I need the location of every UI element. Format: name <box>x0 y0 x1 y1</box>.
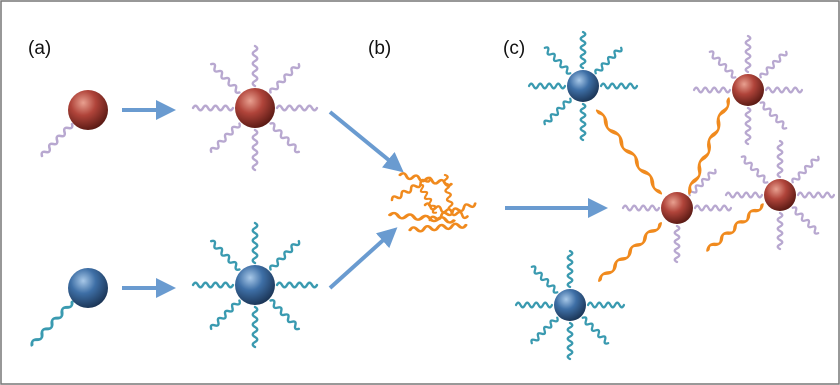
particle <box>554 289 586 321</box>
particle <box>764 179 796 211</box>
panel-label: (c) <box>503 38 525 59</box>
panel-label: (a) <box>28 38 51 59</box>
particle <box>661 192 693 224</box>
particle <box>732 74 764 106</box>
diagram: (a) (b) (c) <box>0 0 840 385</box>
particle <box>68 90 108 130</box>
particle <box>235 88 275 128</box>
particle <box>567 70 599 102</box>
panel-label: (b) <box>368 38 391 59</box>
figure: (a) (b) (c) <box>0 0 840 385</box>
particle <box>68 268 108 308</box>
particle <box>235 265 275 305</box>
